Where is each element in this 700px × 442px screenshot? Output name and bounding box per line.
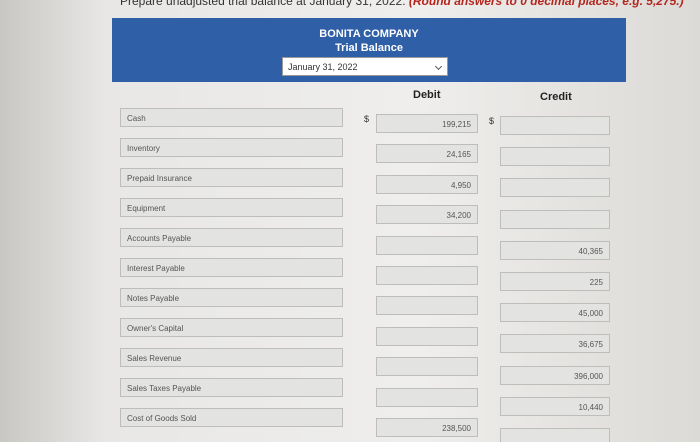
credit-field[interactable]: 225 (500, 272, 610, 291)
credit-field[interactable] (500, 178, 610, 198)
debit-field[interactable]: 24,165 (376, 144, 478, 164)
instruction-text: Prepare unadjusted trial balance at Janu… (120, 0, 406, 8)
account-field[interactable]: Sales Revenue (120, 348, 343, 367)
account-field[interactable]: Prepaid Insurance (120, 168, 343, 187)
credit-field[interactable]: 45,000 (500, 303, 610, 323)
account-field[interactable]: Equipment (120, 198, 343, 217)
debit-field[interactable] (376, 326, 478, 346)
account-field[interactable]: Inventory (120, 138, 343, 157)
account-field[interactable]: Accounts Payable (120, 228, 343, 247)
debit-field[interactable] (376, 235, 478, 255)
debit-field[interactable]: 199,215 (376, 114, 478, 133)
date-dropdown[interactable]: January 31, 2022 (282, 57, 448, 76)
debit-field[interactable] (376, 296, 478, 316)
statement-title: Trial Balance (335, 42, 403, 54)
credit-field[interactable]: 36,675 (500, 334, 610, 354)
debit-field[interactable] (376, 266, 478, 285)
company-name: BONITA COMPANY (319, 28, 419, 40)
credit-field[interactable] (500, 147, 610, 167)
debit-field[interactable] (376, 387, 478, 407)
instruction-note: (Round answers to 0 decimal places, e.g.… (408, 0, 684, 8)
account-field[interactable]: Cost of Goods Sold (120, 408, 343, 427)
credit-header: Credit (540, 91, 572, 103)
account-field[interactable]: Sales Taxes Payable (120, 378, 343, 397)
account-field[interactable]: Cash (120, 108, 343, 127)
debit-field[interactable]: 4,950 (376, 174, 478, 194)
credit-field[interactable] (500, 428, 610, 442)
credit-field[interactable]: 40,365 (500, 240, 610, 260)
debit-field[interactable]: 238,500 (376, 418, 478, 437)
debit-header: Debit (413, 89, 441, 101)
credit-field[interactable] (500, 116, 610, 135)
account-field[interactable]: Notes Payable (120, 288, 343, 307)
debit-field[interactable] (376, 357, 478, 377)
account-field[interactable]: Owner's Capital (120, 318, 343, 337)
credit-field[interactable] (500, 209, 610, 229)
credit-field[interactable]: 10,440 (500, 396, 610, 416)
instruction: Prepare unadjusted trial balance at Janu… (120, 0, 684, 8)
currency-sign: $ (489, 116, 495, 126)
debit-field[interactable]: 34,200 (376, 205, 478, 225)
credit-field[interactable]: 396,000 (500, 365, 610, 385)
account-field[interactable]: Interest Payable (120, 258, 343, 277)
currency-sign: $ (364, 114, 370, 124)
